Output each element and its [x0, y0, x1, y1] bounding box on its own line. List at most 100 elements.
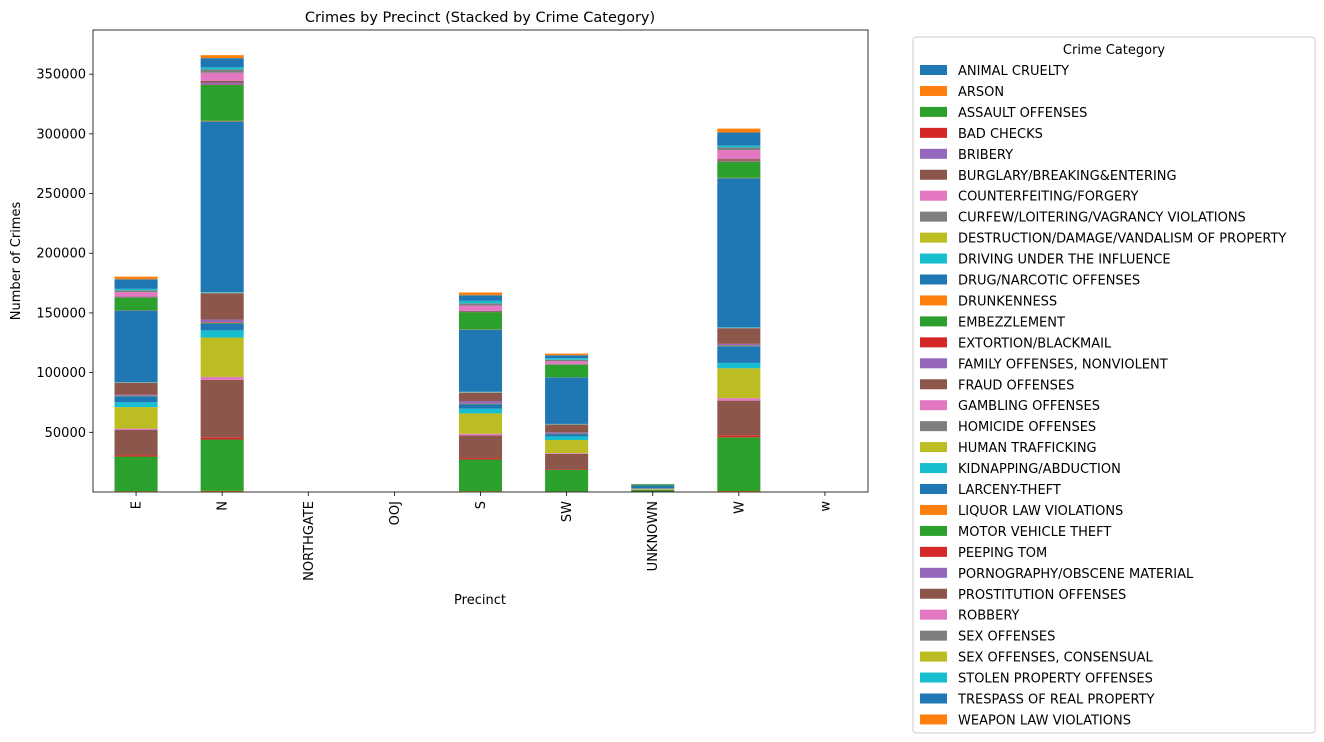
bar-segment: [114, 288, 158, 291]
legend-swatch: [920, 232, 947, 243]
legend-label: BURGLARY/BREAKING&ENTERING: [958, 169, 1177, 184]
bar-segment: [717, 145, 761, 148]
bar-segment: [717, 437, 761, 492]
legend-swatch: [920, 211, 947, 222]
bar-segment: [458, 413, 503, 434]
bar-segment: [717, 491, 761, 492]
bar-segment: [200, 82, 244, 85]
legend-label: ARSON: [958, 85, 1004, 100]
bar-segment: [545, 364, 589, 378]
bar-segment: [717, 178, 761, 328]
legend-swatch: [920, 672, 947, 683]
bar-segment: [458, 303, 503, 306]
legend-label: PORNOGRAPHY/OBSCENE MATERIAL: [958, 567, 1194, 582]
bar-segment: [717, 346, 761, 363]
legend-swatch: [920, 358, 947, 369]
legend-swatch: [920, 609, 947, 620]
bar-segment: [114, 394, 158, 396]
bar-segment: [114, 297, 158, 311]
legend-swatch: [920, 400, 947, 411]
legend-label: KIDNAPPING/ABDUCTION: [958, 462, 1121, 477]
legend-swatch: [920, 630, 947, 641]
x-tick-label: S: [474, 501, 489, 509]
legend-label: DRUG/NARCOTIC OFFENSES: [958, 274, 1140, 289]
y-axis: 50000 100000 150000 200000 250000 300000 35000…: [36, 68, 93, 441]
bar-segment: [717, 160, 761, 162]
bar-segment: [631, 490, 675, 492]
legend-swatch: [920, 442, 947, 453]
bar-segment: [458, 433, 503, 436]
legend-swatch: [920, 253, 947, 264]
bar-segment: [717, 328, 761, 344]
x-tick-label: OOJ: [388, 501, 403, 525]
legend-label: DRUNKENNESS: [958, 294, 1057, 309]
bar-segment: [717, 132, 761, 146]
bar-segment: [114, 491, 158, 492]
bar-segment: [114, 407, 158, 429]
legend-swatch: [920, 379, 947, 390]
bar-segment: [458, 310, 503, 312]
legend-swatch: [920, 85, 947, 96]
legend-label: HOMICIDE OFFENSES: [958, 420, 1096, 435]
legend-label: PEEPING TOM: [958, 546, 1047, 561]
legend-label: STOLEN PROPERTY OFFENSES: [958, 672, 1153, 687]
bar-segment: [114, 290, 158, 293]
legend-swatch: [920, 546, 947, 557]
legend-swatch: [920, 714, 947, 725]
legend-label: MOTOR VEHICLE THEFT: [958, 525, 1111, 540]
legend-label: HUMAN TRAFFICKING: [958, 441, 1097, 456]
bar-segment: [545, 453, 589, 470]
legend-swatch: [920, 127, 947, 138]
bar-segment: [545, 377, 589, 424]
bar-segment: [545, 358, 589, 360]
legend-swatch: [920, 484, 947, 494]
legend-swatch: [920, 421, 947, 432]
x-axis-label: Precinct: [454, 593, 506, 608]
legend-title: Crime Category: [1063, 43, 1166, 58]
legend-swatch: [920, 274, 947, 285]
bar-segment: [114, 310, 158, 383]
bar-segment: [631, 489, 675, 490]
bar-segment: [717, 362, 761, 369]
legend-swatch: [920, 148, 947, 159]
bar-segment: [458, 392, 503, 402]
bar-segment: [200, 490, 244, 492]
legend-label: LIQUOR LAW VIOLATIONS: [958, 504, 1123, 519]
legend-swatch: [920, 588, 947, 599]
bar-segment: [200, 437, 244, 440]
bar-segment: [545, 469, 589, 492]
bar-segment: [717, 368, 761, 399]
bar-segment: [545, 434, 589, 437]
legend-label: TRESPASS OF REAL PROPERTY: [957, 693, 1155, 708]
x-tick-label: W: [732, 501, 747, 514]
y-tick-label: 150000: [36, 306, 86, 321]
bar-segment: [200, 58, 244, 68]
legend-label: FAMILY OFFENSES, NONVIOLENT: [958, 357, 1168, 372]
legend-frame: [912, 36, 1316, 734]
bar-segment: [717, 343, 761, 346]
legend-label: ANIMAL CRUELTY: [958, 64, 1069, 79]
legend-swatch: [920, 316, 947, 327]
bar-segment: [200, 55, 244, 59]
bar-segment: [717, 398, 761, 401]
bar-segment: [717, 159, 761, 161]
bar-segment: [458, 458, 503, 460]
legend-label: PROSTITUTION OFFENSES: [958, 588, 1126, 603]
legend-swatch: [920, 504, 947, 515]
bar-segment: [200, 323, 244, 331]
bar-segment: [545, 453, 589, 454]
bar-segment: [717, 147, 761, 151]
y-tick-label: 100000: [36, 366, 86, 381]
bar-segment: [631, 484, 675, 486]
bar-segment: [200, 319, 244, 323]
legend-label: COUNTERFEITING/FORGERY: [958, 190, 1138, 205]
legend-swatch: [920, 567, 947, 578]
legend-label: ASSAULT OFFENSES: [958, 106, 1087, 121]
legend-label: ROBBERY: [958, 609, 1020, 624]
bar-segment: [545, 432, 589, 434]
legend-label: SEX OFFENSES, CONSENSUAL: [958, 651, 1153, 666]
bar-segment: [114, 276, 158, 280]
y-tick-label: 50000: [45, 426, 86, 441]
bar-segment: [545, 361, 589, 364]
